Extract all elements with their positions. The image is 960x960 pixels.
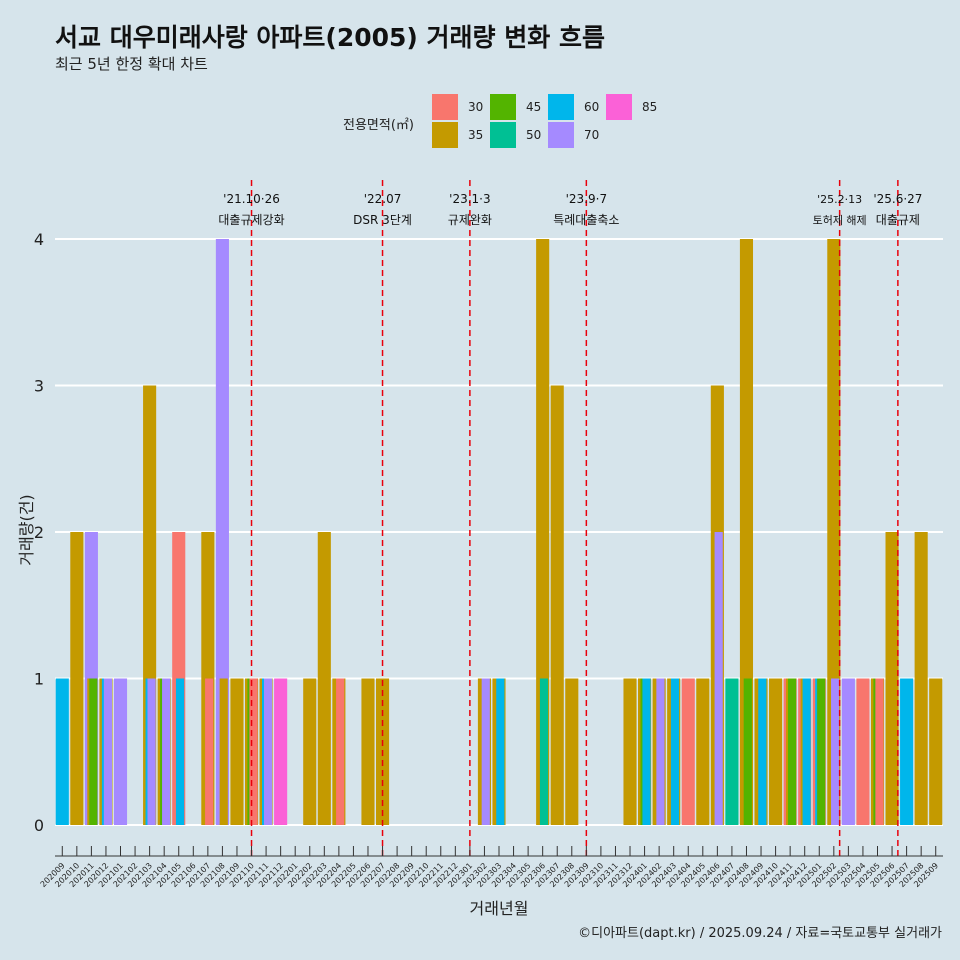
legend-swatch-85 xyxy=(606,94,632,120)
legend-swatch-45 xyxy=(490,94,516,120)
legend-label-70: 70 xyxy=(584,128,600,142)
bar-202508-35 xyxy=(914,532,928,825)
bar-202509-35 xyxy=(929,678,943,825)
legend-label-45: 45 xyxy=(526,100,542,114)
bar-202507-60 xyxy=(900,678,914,825)
legend-swatch-70 xyxy=(548,122,574,148)
bar-202503-70 xyxy=(841,678,855,825)
bar-202502-70 xyxy=(831,678,840,825)
bar-202505-30 xyxy=(875,678,884,825)
bar-202203-35 xyxy=(317,532,331,825)
bar-202410-35 xyxy=(769,678,783,825)
legend-swatch-60 xyxy=(548,94,574,120)
legend-swatch-30 xyxy=(432,94,458,120)
y-tick-label: 0 xyxy=(34,816,44,835)
event-date: '22.07 xyxy=(364,192,402,206)
bar-202412-60 xyxy=(802,678,811,825)
bar-202303-60 xyxy=(496,678,505,825)
bar-202103-70 xyxy=(147,678,156,825)
source-caption: ©디아파트(dapt.kr) / 2025.09.24 / 자료=국토교통부 실… xyxy=(578,926,942,941)
bar-202107-30 xyxy=(205,678,214,825)
event-label: 대출규제 xyxy=(876,213,920,227)
event-label: 규제완화 xyxy=(448,213,492,227)
event-label: DSR 3단계 xyxy=(353,213,412,227)
legend-label-85: 85 xyxy=(642,100,658,114)
y-tick-label: 1 xyxy=(34,670,44,689)
bar-202401-60 xyxy=(642,678,651,825)
bar-layer xyxy=(55,239,943,825)
legend-label-35: 35 xyxy=(468,128,484,142)
event-label: 대출규제강화 xyxy=(218,213,284,227)
bar-202111-70 xyxy=(263,678,273,825)
chart-subtitle: 최근 5년 한정 확대 차트 xyxy=(55,55,208,73)
legend-swatch-35 xyxy=(432,122,458,148)
bar-202403-60 xyxy=(670,678,680,825)
bar-202108-35 xyxy=(219,678,228,825)
event-date: '25.6·27 xyxy=(873,192,922,206)
event-label: 토허제 해제 xyxy=(813,213,867,227)
x-axis-title: 거래년월 xyxy=(470,899,529,918)
bar-202202-35 xyxy=(303,678,317,825)
bar-202409-60 xyxy=(758,678,767,825)
y-tick-label: 3 xyxy=(34,377,44,396)
bar-202204-30 xyxy=(336,678,345,825)
bar-202504-30 xyxy=(856,678,870,825)
y-tick-label: 4 xyxy=(34,230,44,249)
legend-swatch-50 xyxy=(490,122,516,148)
bar-202306-50 xyxy=(539,678,549,825)
event-label: 특례대출축소 xyxy=(553,213,619,227)
event-date: '23.9·7 xyxy=(566,192,607,206)
bar-202407-50 xyxy=(725,678,739,825)
bar-202012-70 xyxy=(103,678,113,825)
bar-202104-70 xyxy=(162,678,171,825)
bar-202402-70 xyxy=(656,678,665,825)
event-date: '25.2·13 xyxy=(817,193,862,206)
bar-202312-35 xyxy=(623,678,637,825)
bar-202009-60 xyxy=(55,678,69,825)
bar-202506-35 xyxy=(885,532,899,825)
legend-label-50: 50 xyxy=(526,128,542,142)
legend-label-30: 30 xyxy=(468,100,484,114)
bar-202406-70 xyxy=(714,532,723,825)
legend-title: 전용면적(㎡) xyxy=(343,118,414,133)
bar-202011-45 xyxy=(89,678,98,825)
bar-202411-45 xyxy=(788,678,797,825)
bar-202110-30 xyxy=(249,678,258,825)
bar-202501-45 xyxy=(817,678,826,825)
bar-202405-35 xyxy=(696,678,710,825)
y-tick-label: 2 xyxy=(34,523,44,542)
bar-202307-35 xyxy=(550,385,564,825)
chart-title: 서교 대우미래사랑 아파트(2005) 거래량 변화 흐름 xyxy=(55,23,605,52)
bar-202308-35 xyxy=(565,678,579,825)
bar-202101-70 xyxy=(113,678,128,825)
y-axis-title: 거래량(건) xyxy=(17,494,36,565)
bar-202109-35 xyxy=(230,678,244,825)
bar-202404-30 xyxy=(681,678,695,825)
event-date: '23.1·3 xyxy=(449,192,490,206)
legend-label-60: 60 xyxy=(584,100,600,114)
bar-202112-85 xyxy=(274,678,288,825)
bar-202010-35 xyxy=(70,532,84,825)
bar-202302-70 xyxy=(481,678,490,825)
event-layer: '21.10·26 대출규제강화 '22.07 DSR 3단계 '23.1·3 규제완화 '… xyxy=(218,180,922,856)
bar-202408-45 xyxy=(743,678,752,825)
bar-202206-35 xyxy=(361,678,375,825)
bar-202105-60 xyxy=(175,678,185,825)
event-date: '21.10·26 xyxy=(223,192,280,206)
